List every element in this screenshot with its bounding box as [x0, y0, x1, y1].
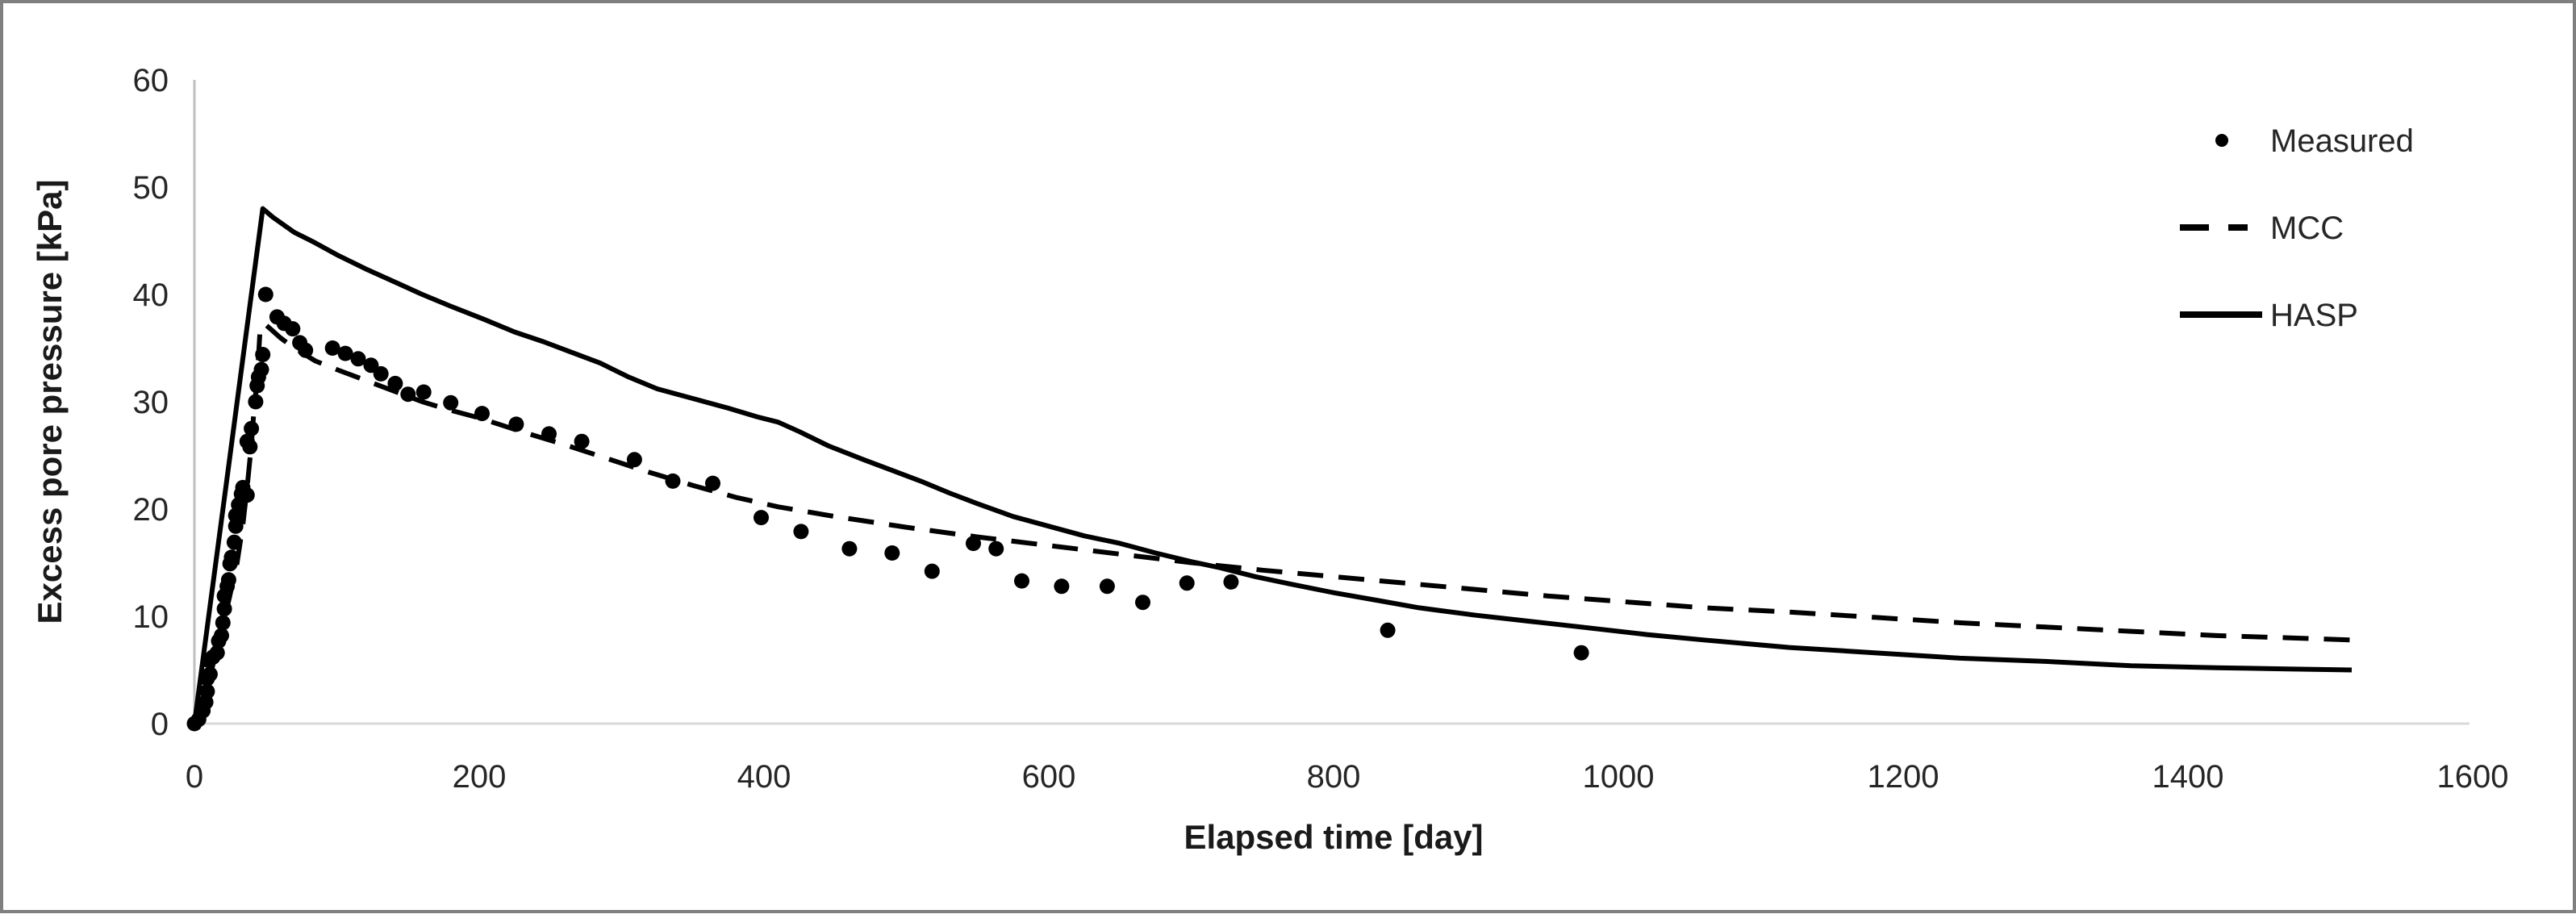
x-tick-label: 1000 — [1583, 759, 1655, 795]
measured-point — [924, 563, 940, 579]
legend-label: MCC — [2270, 211, 2344, 246]
measured-point — [215, 615, 231, 631]
y-axis-title: Excess pore pressure [kPa] — [31, 180, 69, 624]
measured-point — [255, 347, 271, 362]
measured-point — [1573, 645, 1589, 661]
y-tick-label: 60 — [133, 63, 169, 98]
y-tick-label: 40 — [133, 278, 169, 313]
legend-item-hasp: HASP — [2180, 298, 2358, 333]
series-hasp-line — [192, 206, 2353, 724]
measured-point — [626, 452, 642, 468]
measured-point — [1179, 575, 1195, 591]
measured-point — [1380, 622, 1396, 638]
measured-point — [209, 645, 225, 661]
measured-point — [1135, 595, 1150, 611]
y-tick-label: 0 — [151, 707, 169, 742]
measured-point — [248, 394, 264, 410]
x-tick-label: 200 — [453, 759, 507, 795]
measured-point — [508, 416, 524, 432]
legend-label: HASP — [2270, 298, 2358, 333]
measured-point — [202, 666, 218, 682]
measured-point — [474, 406, 490, 422]
series-measured-points — [186, 286, 1589, 732]
x-tick-label: 400 — [737, 759, 791, 795]
measured-point — [199, 683, 215, 699]
measured-point — [1054, 578, 1070, 595]
legend-item-measured: Measured — [2215, 123, 2414, 159]
measured-point — [574, 433, 590, 449]
measured-point — [373, 365, 389, 382]
measured-point — [226, 534, 242, 550]
measured-point — [228, 518, 244, 534]
measured-point — [239, 487, 255, 503]
measured-point — [443, 394, 459, 411]
measured-point — [387, 375, 403, 391]
x-tick-label: 1200 — [1868, 759, 1939, 795]
measured-point — [705, 475, 720, 491]
measured-point — [754, 510, 769, 526]
measured-point — [220, 572, 236, 588]
measured-point — [244, 420, 260, 436]
measured-point — [350, 351, 366, 367]
y-tick-label: 50 — [133, 170, 169, 206]
x-tick-label: 1600 — [2437, 759, 2509, 795]
measured-point — [298, 342, 314, 358]
measured-point — [665, 473, 681, 489]
measured-point — [1223, 574, 1239, 590]
measured-point — [988, 540, 1004, 557]
y-tick-label: 30 — [133, 385, 169, 420]
measured-point — [793, 524, 809, 540]
x-tick-label: 0 — [186, 759, 203, 795]
measured-point — [1014, 573, 1029, 589]
measured-point — [400, 386, 416, 403]
measured-point — [541, 426, 557, 442]
measured-point — [966, 536, 981, 552]
measured-point — [1099, 578, 1115, 595]
x-tick-label: 800 — [1307, 759, 1361, 795]
y-tick-label: 10 — [133, 599, 169, 635]
measured-point — [253, 361, 269, 378]
plot-svg: 0 200 400 600 800 1000 1200 1400 1600 0 10 20 30 40 50… — [31, 63, 2509, 856]
measured-point — [216, 601, 232, 617]
measured-point — [884, 545, 900, 561]
measured-point — [285, 321, 301, 337]
measured-point — [242, 439, 258, 455]
legend: Measured MCC HASP — [2180, 123, 2414, 333]
measured-point — [257, 286, 273, 303]
measured-point — [337, 345, 353, 361]
legend-item-mcc: MCC — [2180, 211, 2344, 246]
series-mcc-line — [192, 320, 2353, 724]
measured-point — [415, 384, 432, 400]
measured-dot-marker-icon — [2215, 134, 2228, 147]
measured-point — [223, 549, 240, 566]
legend-label: Measured — [2270, 123, 2414, 159]
measured-point — [363, 357, 379, 374]
x-tick-label: 600 — [1022, 759, 1076, 795]
measured-point — [841, 540, 858, 557]
measured-point — [214, 628, 229, 644]
y-tick-label: 20 — [133, 492, 169, 528]
x-axis-title: Elapsed time [day] — [1184, 818, 1483, 856]
measured-point — [324, 340, 340, 356]
x-tick-label: 1400 — [2152, 759, 2224, 795]
